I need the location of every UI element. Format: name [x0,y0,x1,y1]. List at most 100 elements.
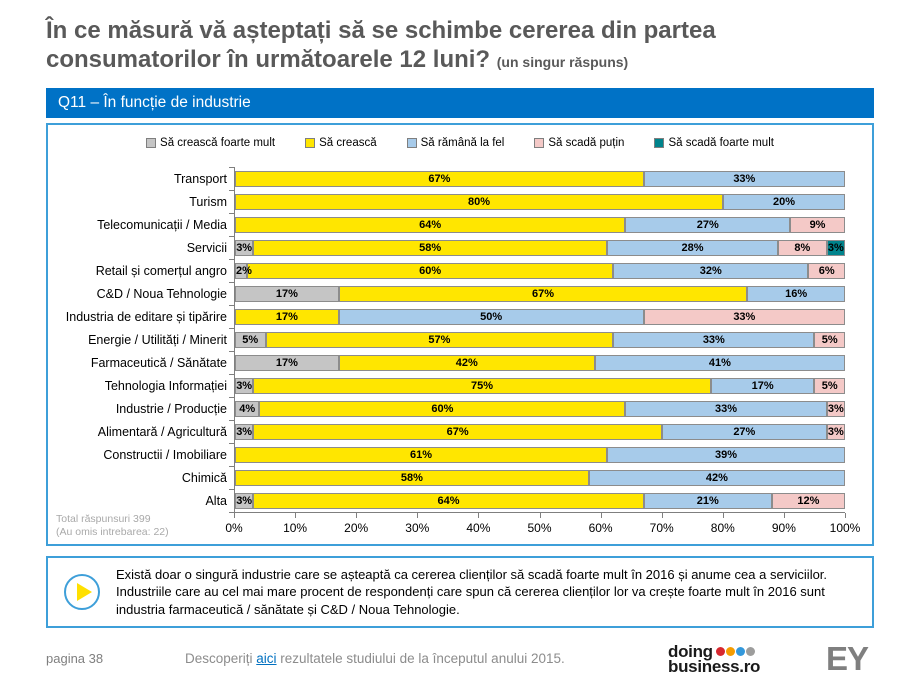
row-label: Transport [173,171,227,186]
bar-segment-value: 39% [715,448,738,461]
row-label: Turism [189,194,227,209]
x-axis-tick [661,513,663,518]
row-label: Chimică [181,470,227,485]
bar-segment-value: 27% [733,425,756,438]
bar-segment-value: 3% [236,425,253,438]
y-axis-tick [229,443,234,444]
bar-segment-value: 75% [471,379,494,392]
x-axis-tick-label: 90% [771,521,796,535]
bar-segment: 3% [826,400,845,417]
bar-segment: 60% [259,400,626,417]
logo-dot-icon [725,647,735,656]
bar-segment: 75% [253,377,711,394]
bar-segment: 17% [235,308,339,325]
bar-segment: 3% [235,423,254,440]
bar-segment-value: 17% [751,379,774,392]
x-axis-tick [295,513,297,518]
chart-row: Servicii 3% 58% 28% 8% 3% [52,236,852,259]
y-axis-tick [229,213,234,214]
bar-segment-value: 32% [699,264,722,277]
chart-row: Farmaceutică / Sănătate 17% 42% 41% [52,351,852,374]
bar-segment-value: 4% [239,402,256,415]
bar-segment-value: 6% [818,264,835,277]
bar-segment-value: 64% [437,494,460,507]
legend-label: Să scadă puțin [548,137,625,149]
bar-segment: 17% [710,377,815,394]
bar-segment-value: 64% [419,218,442,231]
row-label: Telecomunicații / Media [97,217,227,232]
row-bar-track: 4% 60% 33% 3% [234,397,845,420]
doingbusiness-logo-line2: business.ro [668,657,761,676]
chart-box: Să crească foarte mult Să crească Să rămân… [46,123,874,546]
x-axis-tick [600,513,602,518]
y-axis-tick [229,397,234,398]
x-axis-tick [417,513,419,518]
question-band-label: Q11 – În funcție de industrie [58,94,251,111]
row-label: Energie / Utilități / Minerit [88,332,227,347]
ey-logo: EY [826,640,869,677]
y-axis-tick [229,236,234,237]
bar-segment: 39% [607,446,845,463]
y-axis-tick [229,190,234,191]
legend-item: Să crească foarte mult [146,137,275,149]
bar-segment-value: 3% [236,379,253,392]
bar-segment-value: 3% [236,494,253,507]
bar-segment: 33% [625,400,827,417]
legend-label: Să rămână la fel [420,137,505,149]
y-axis-tick [229,305,234,306]
footer-link-aici[interactable]: aici [256,651,277,666]
bar-segment: 42% [338,354,595,371]
bar-segment-value: 5% [821,333,838,346]
bar-segment-value: 58% [400,471,423,484]
row-label: Retail și comerțul angro [95,263,227,278]
y-axis-tick [229,351,234,352]
y-axis-tick [229,466,234,467]
legend-swatch-icon [305,138,316,148]
row-label: Alimentară / Agricultură [97,424,227,439]
chart-row: Constructii / Imobiliare 61% 39% [52,443,852,466]
chart-row: Energie / Utilități / Minerit 5% 57% 33% 5% [52,328,852,351]
y-axis-tick [229,420,234,421]
y-axis-tick [229,167,234,168]
bar-segment-value: 3% [827,402,844,415]
bar-segment-value: 20% [772,195,796,208]
bar-segment: 57% [265,331,614,348]
bar-segment: 67% [338,285,748,302]
page-title: În ce măsură vă așteptați să se schimbe … [46,16,886,77]
chart-row: Chimică 58% 42% [52,466,852,489]
x-axis-tick [845,513,846,518]
x-axis-tick-label: 100% [829,521,861,535]
bar-segment: 6% [808,262,845,279]
chart-row: Transport 67% 33% [52,167,852,190]
bar-segment: 3% [235,377,254,394]
chart-note: Total răspunsuri 399 (Au omis intrebarea… [56,513,169,539]
chart-row: Turism 80% 20% [52,190,852,213]
bar-segment-value: 50% [480,310,503,323]
chart-row: Telecomunicații / Media 64% 27% 9% [52,213,852,236]
chart-row: Industrie / Producție 4% 60% 33% 3% [52,397,852,420]
bar-segment: 58% [253,239,608,256]
legend-swatch-icon [406,138,417,148]
bar-segment: 16% [747,285,845,302]
row-label: C&D / Noua Tehnologie [96,286,227,301]
bar-segment-value: 80% [467,195,491,208]
bar-segment-value: 17% [275,287,298,300]
bar-segment: 12% [771,492,845,509]
bar-segment: 27% [625,216,791,233]
row-bar-track: 5% 57% 33% 5% [234,328,845,351]
bar-segment: 33% [643,308,845,325]
bar-segment-value: 58% [419,241,442,254]
x-axis-tick [783,513,785,518]
bar-segment: 3% [826,423,845,440]
legend-label: Să crească foarte mult [160,137,276,149]
bar-segment-value: 2% [236,264,252,277]
row-label: Tehnologia Informației [104,378,227,393]
row-label: Industria de editare și tipărire [65,309,227,324]
bar-segment: 67% [235,170,644,187]
bar-segment-value: 67% [446,425,469,438]
x-axis-tick-label: 30% [405,521,430,535]
bar-segment-value: 33% [702,333,725,346]
bar-segment: 5% [814,377,845,394]
chart-rows: Transport 67% 33% Turism 80% 20% Telecomunicaț… [52,167,852,513]
